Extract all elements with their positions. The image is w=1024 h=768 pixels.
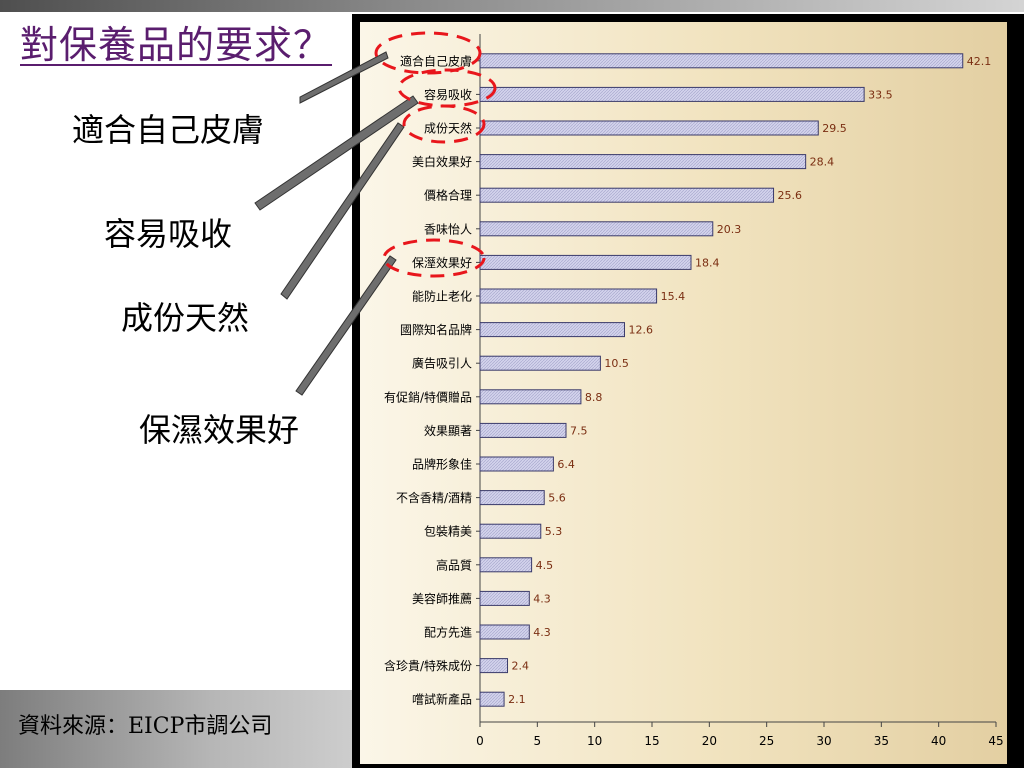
bar <box>479 53 964 69</box>
bar-value-label: 10.5 <box>604 357 629 370</box>
bar-value-label: 42.1 <box>967 55 992 68</box>
callout-label-easy-absorb: 容易吸收 <box>104 215 233 253</box>
category-label: 容易吸收 <box>424 87 472 102</box>
bar-value-label: 33.5 <box>868 88 893 101</box>
category-label: 配方先進 <box>424 625 472 640</box>
category-label: 嚐試新產品 <box>412 692 472 707</box>
x-tick-label: 10 <box>587 734 602 748</box>
bar <box>479 389 582 405</box>
category-label: 含珍貴/特殊成份 <box>384 658 472 673</box>
x-tick-label: 40 <box>931 734 946 748</box>
category-label: 效果顯著 <box>424 423 472 438</box>
bar <box>479 456 554 472</box>
x-tick-label: 45 <box>988 734 1003 748</box>
bar <box>479 187 775 203</box>
bar-value-label: 28.4 <box>810 156 835 169</box>
bar <box>479 691 505 707</box>
bar-value-label: 4.5 <box>536 559 554 572</box>
bar-value-label: 7.5 <box>570 424 588 437</box>
x-tick-label: 20 <box>702 734 717 748</box>
bar-value-label: 12.6 <box>628 324 653 337</box>
category-label: 適合自己皮膚 <box>400 53 472 68</box>
bar <box>479 422 567 438</box>
bar-value-label: 15.4 <box>661 290 686 303</box>
top-decorative-band <box>0 0 1024 12</box>
slide-title: 對保養品的要求？ <box>20 23 333 67</box>
x-tick-label: 5 <box>534 734 542 748</box>
x-tick-label: 25 <box>759 734 774 748</box>
category-label: 包裝精美 <box>424 525 472 539</box>
category-label: 不含香精/酒精 <box>396 490 472 505</box>
source-panel: 資料來源：EICP市調公司 <box>0 690 352 768</box>
x-tick-label: 35 <box>874 734 889 748</box>
bar-value-label: 6.4 <box>557 458 575 471</box>
bar <box>479 86 865 102</box>
category-label: 高品質 <box>436 557 472 572</box>
category-label: 成份天然 <box>424 121 472 136</box>
chart-background: 0 5 10 15 20 25 30 35 40 45 適合自己皮膚 42.1 容易吸收 33.5 成份天然… <box>360 22 1007 764</box>
category-label: 保溼效果好 <box>412 255 472 270</box>
bar <box>479 254 692 270</box>
bar-value-label: 8.8 <box>585 391 603 404</box>
x-tick-label: 15 <box>644 734 659 748</box>
category-label: 價格合理 <box>424 188 472 203</box>
category-label: 品牌形象佳 <box>412 458 472 472</box>
bar-chart: 0 5 10 15 20 25 30 35 40 45 適合自己皮膚 42.1 容易吸收 33.5 成份天然… <box>384 34 1004 748</box>
bar <box>479 490 545 506</box>
callout-label-suitable-skin: 適合自己皮膚 <box>72 111 265 149</box>
category-label: 國際知名品牌 <box>400 322 472 337</box>
bar <box>479 523 542 539</box>
category-label: 能防止老化 <box>412 289 472 304</box>
bar-value-label: 4.3 <box>533 592 551 605</box>
bar <box>479 590 530 606</box>
chart-frame: 0 5 10 15 20 25 30 35 40 45 適合自己皮膚 42.1 容易吸收 33.5 成份天然… <box>352 14 1024 768</box>
bar <box>479 288 658 304</box>
bar-value-label: 18.4 <box>695 256 720 269</box>
bar <box>479 557 533 573</box>
category-label: 廣告吸引人 <box>412 357 472 371</box>
bar-value-label: 20.3 <box>717 223 742 236</box>
category-label: 美白效果好 <box>412 154 472 169</box>
bar <box>479 355 601 371</box>
bar <box>479 624 530 640</box>
bar <box>479 120 819 136</box>
bar-value-label: 2.1 <box>508 693 526 706</box>
category-label: 有促銷/特價贈品 <box>384 389 472 404</box>
x-tick-label: 30 <box>816 734 831 748</box>
callout-label-moisturizing: 保濕效果好 <box>139 411 300 449</box>
bar <box>479 322 625 338</box>
bar-value-label: 25.6 <box>778 189 803 202</box>
category-label: 美容師推薦 <box>412 591 472 606</box>
source-note: 資料來源：EICP市調公司 <box>18 714 273 739</box>
bar <box>479 154 807 170</box>
callout-label-natural-ingredients: 成份天然 <box>121 299 250 337</box>
category-label: 香味怡人 <box>424 222 472 236</box>
bar-value-label: 2.4 <box>512 660 530 673</box>
bar <box>479 658 509 674</box>
bar-value-label: 4.3 <box>533 626 551 639</box>
bar-value-label: 29.5 <box>822 122 847 135</box>
x-tick-label: 0 <box>476 734 484 748</box>
bar-value-label: 5.3 <box>545 525 563 538</box>
bar-value-label: 5.6 <box>548 492 566 505</box>
bar <box>479 221 714 237</box>
